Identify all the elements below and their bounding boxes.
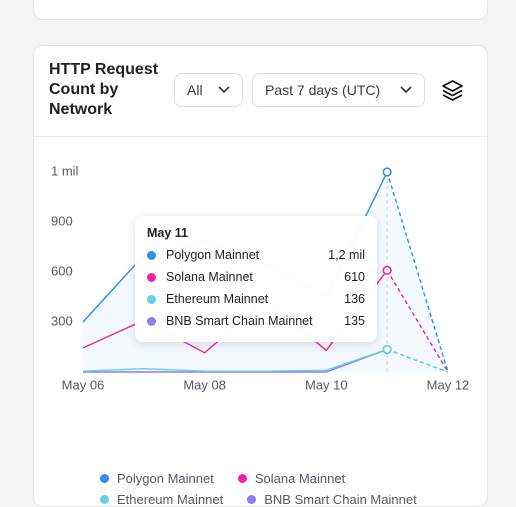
previous-card	[33, 0, 488, 20]
tooltip-value: 1,2 mil	[328, 248, 365, 262]
tooltip-row: Solana Mainnet 610	[147, 270, 365, 284]
filter-label: All	[187, 82, 203, 98]
series-line	[83, 348, 388, 373]
chevron	[218, 86, 230, 94]
projected-line	[386, 348, 449, 373]
x-tick-label: May 10	[305, 377, 348, 392]
range-filter[interactable]: Past 7 days (UTC)	[252, 73, 425, 107]
tooltip-value: 135	[344, 314, 365, 328]
y-tick-label: 1 mil	[51, 163, 79, 178]
hover-point	[382, 344, 392, 354]
legend-label: Ethereum Mainnet	[117, 492, 224, 507]
legend-label: Polygon Mainnet	[117, 471, 214, 486]
legend-dot	[100, 495, 109, 504]
tooltip-dot	[147, 316, 156, 326]
network-filter[interactable]: All	[174, 73, 243, 107]
tooltip-row: Ethereum Mainnet 136	[147, 292, 365, 306]
tooltip-dot	[147, 294, 156, 304]
tooltip-row: Polygon Mainnet 1,2 mil	[147, 248, 365, 262]
tooltip-series: Ethereum Mainnet	[166, 292, 269, 306]
y-tick-label: 900	[51, 213, 73, 228]
projected-line	[386, 269, 449, 373]
legend-dot	[237, 474, 247, 483]
legend-dot	[100, 474, 109, 483]
divider	[34, 136, 487, 137]
hover-point	[382, 265, 392, 275]
hover-point	[382, 167, 392, 177]
tooltip-series: BNB Smart Chain Mainnet	[166, 314, 313, 328]
x-tick-label: May 06	[62, 377, 105, 392]
legend-item[interactable]: Solana Mainnet	[237, 471, 346, 486]
legend-label: Solana Mainnet	[254, 471, 346, 486]
y-tick-label: 300	[51, 313, 73, 328]
page: HTTP Request Count by Network All Past 7…	[33, 0, 488, 507]
filter-label: Past 7 days (UTC)	[265, 82, 381, 98]
x-tick-label: May 12	[427, 377, 470, 392]
tooltip-series: Polygon Mainnet	[166, 248, 260, 262]
card-title: HTTP Request Count by Network	[49, 61, 159, 118]
legend-item[interactable]: BNB Smart Chain Mainnet	[247, 492, 417, 507]
legend-item[interactable]: Polygon Mainnet	[100, 471, 214, 486]
tooltip-value: 610	[344, 270, 365, 284]
tooltip: May 11 Polygon Mainnet 1,2 mil Solana Mainn…	[135, 216, 377, 342]
series-line	[82, 348, 388, 372]
layers-button[interactable]	[441, 79, 464, 102]
chevron	[400, 86, 412, 94]
legend-label: BNB Smart Chain Mainnet	[264, 492, 417, 507]
tooltip-series: Solana Mainnet	[166, 270, 253, 284]
legend-dot	[247, 495, 257, 504]
x-tick-label: May 08	[183, 377, 226, 392]
tooltip-date: May 11	[147, 226, 189, 240]
legend-item[interactable]: Ethereum Mainnet	[100, 492, 223, 507]
tooltip-value: 136	[344, 292, 365, 306]
tooltip-dot	[147, 272, 156, 282]
legend: Polygon Mainnet Solana Mainnet Ethereum Ma…	[100, 471, 430, 507]
tooltip-row: BNB Smart Chain Mainnet 135	[147, 314, 365, 328]
tooltip-dot	[147, 250, 156, 260]
y-tick-label: 600	[51, 263, 73, 278]
